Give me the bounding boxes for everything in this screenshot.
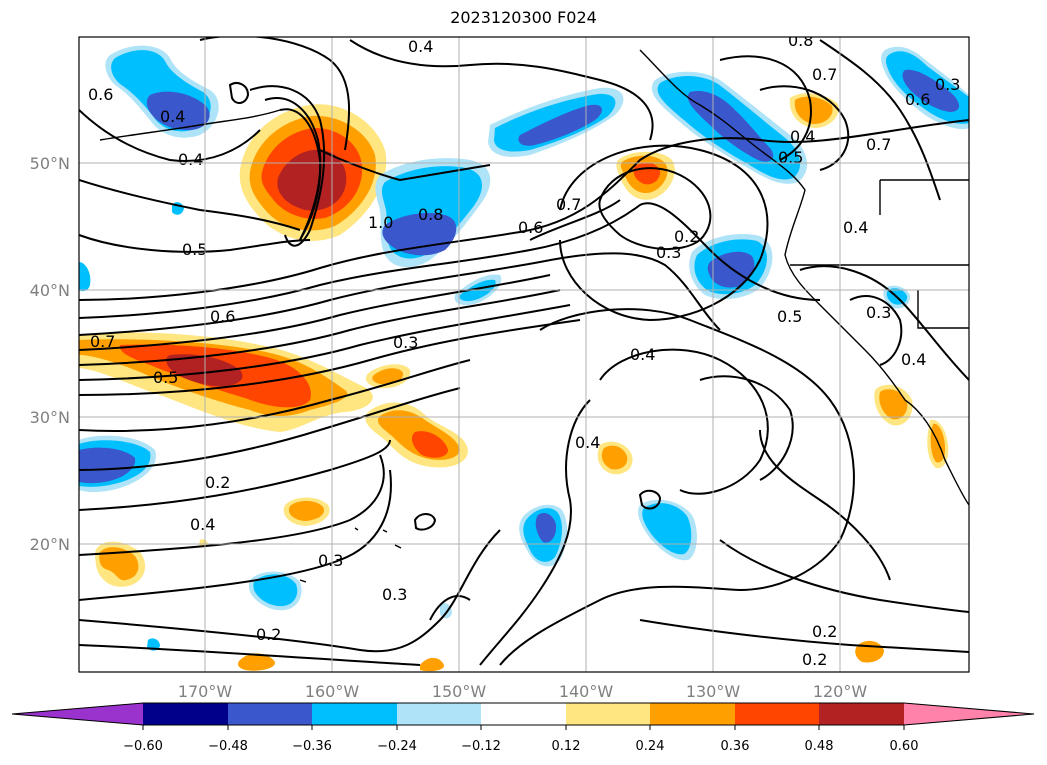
- contour-label: 0.2: [205, 473, 230, 492]
- contour-label: 0.2: [802, 650, 827, 669]
- lon-label: 130°W: [686, 682, 741, 701]
- contour-label: 0.4: [901, 350, 926, 369]
- contour-label: 0.4: [190, 515, 215, 534]
- colorbar-segment: [143, 703, 228, 725]
- contour-label: 0.2: [674, 227, 699, 246]
- contour-label: 0.3: [393, 333, 418, 352]
- warm-anomaly-nw: [239, 104, 387, 241]
- contour-label: 0.3: [935, 75, 960, 94]
- contour-label: 0.6: [905, 90, 930, 109]
- colorbar-tick-label: −0.36: [292, 739, 332, 754]
- contour-label: 0.7: [866, 135, 891, 154]
- contour-label: 0.6: [210, 307, 235, 326]
- contour-label: 0.2: [812, 622, 837, 641]
- contour-label: 0.4: [790, 127, 815, 146]
- contour-label: 0.6: [88, 85, 113, 104]
- contour-label: 0.7: [556, 195, 581, 214]
- colorbar-segment: [650, 703, 735, 725]
- contour-label: 0.6: [518, 218, 543, 237]
- colorbar-segment: [819, 703, 904, 725]
- lat-label: 50°N: [30, 154, 70, 173]
- colorbar-tick-label: 0.36: [721, 739, 750, 754]
- colorbar-segment: [228, 703, 312, 725]
- colorbar-tick-label: 0.24: [636, 739, 665, 754]
- contour-label: 0.8: [418, 205, 443, 224]
- lat-label: 40°N: [30, 281, 70, 300]
- contour-label: 0.8: [788, 31, 813, 50]
- lon-label: 140°W: [559, 682, 614, 701]
- contour-label: 0.4: [843, 218, 868, 237]
- contour-label: 0.4: [575, 433, 600, 452]
- colorbar-tick-label: 0.12: [552, 739, 581, 754]
- colorbar-tick-label: 0.48: [805, 739, 834, 754]
- colorbar-segment: [312, 703, 397, 725]
- contour-label: 0.3: [318, 551, 343, 570]
- contour-label: 1.0: [368, 213, 393, 232]
- cool-anomaly-nwpac: [79, 45, 219, 492]
- colorbar-tick-label: −0.24: [377, 739, 417, 754]
- contour-label: 0.7: [90, 332, 115, 351]
- colorbar-extend-max: [904, 703, 1034, 725]
- contour-label: 0.7: [812, 65, 837, 84]
- graticule: [79, 37, 969, 672]
- colorbar-segment: [397, 703, 481, 725]
- lon-label: 160°W: [305, 682, 360, 701]
- coastlines: [99, 49, 969, 583]
- lat-label: 20°N: [30, 535, 70, 554]
- colorbar-tick-label: −0.12: [461, 739, 501, 754]
- map-frame: [78, 36, 970, 673]
- contour-label: 0.3: [382, 585, 407, 604]
- colorbar-tick-label: −0.60: [123, 739, 163, 754]
- contour-label-group: 0.6 0.4 0.4 0.5 0.6 0.7 0.5 0.3 0.2 0.4 …: [88, 31, 960, 669]
- contour-label: 0.5: [182, 240, 207, 259]
- colorbar-segment: [481, 703, 566, 725]
- warm-anomaly-central: [365, 402, 468, 468]
- contour-label: 0.5: [153, 368, 178, 387]
- colorbar-segment: [735, 703, 819, 725]
- contour-label: 0.3: [866, 303, 891, 322]
- contour-lines: [79, 37, 969, 666]
- contour-label: 0.5: [777, 307, 802, 326]
- contour-label: 0.4: [160, 107, 185, 126]
- contour-label: 0.2: [256, 625, 281, 644]
- lon-label: 170°W: [178, 682, 233, 701]
- lon-label: 150°W: [432, 682, 487, 701]
- lon-label: 120°W: [813, 682, 868, 701]
- cool-anomaly-gulf: [375, 87, 624, 306]
- contour-label: 0.5: [778, 148, 803, 167]
- contour-label: 0.4: [178, 150, 203, 169]
- lat-label: 30°N: [30, 408, 70, 427]
- contour-label: 0.4: [630, 345, 655, 364]
- colorbar-tick-label: −0.48: [208, 739, 248, 754]
- colorbar: −0.60 −0.48 −0.36 −0.24 −0.12 0.12 0.24 …: [11, 702, 1035, 754]
- map-title: 2023120300 F024: [450, 8, 597, 27]
- colorbar-extend-min: [12, 703, 143, 725]
- colorbar-tick-label: 0.60: [890, 739, 919, 754]
- contour-label: 0.4: [408, 37, 433, 56]
- contour-label: 0.3: [656, 243, 681, 262]
- colorbar-segment: [566, 703, 650, 725]
